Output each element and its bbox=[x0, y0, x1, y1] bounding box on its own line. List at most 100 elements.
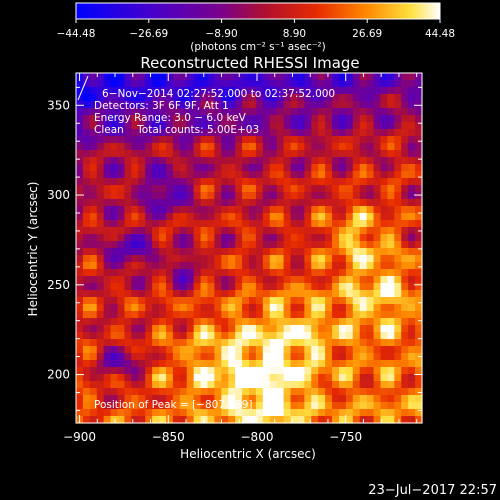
heatmap-cell bbox=[228, 297, 236, 305]
heatmap-cell bbox=[145, 262, 153, 270]
heatmap-cell bbox=[207, 164, 215, 172]
heatmap-cell bbox=[262, 311, 271, 319]
heatmap-cell bbox=[159, 234, 167, 242]
heatmap-cell bbox=[269, 283, 278, 291]
heatmap-cell bbox=[380, 290, 388, 298]
heatmap-cell bbox=[214, 192, 222, 200]
heatmap-cell bbox=[145, 353, 153, 361]
heatmap-cell bbox=[165, 409, 174, 417]
heatmap-cell bbox=[145, 297, 153, 305]
heatmap-cell bbox=[82, 171, 91, 179]
heatmap-cell bbox=[373, 206, 382, 214]
heatmap-cell bbox=[290, 227, 299, 235]
heatmap-cell bbox=[179, 73, 188, 81]
heatmap-cell bbox=[283, 311, 292, 319]
heatmap-cell bbox=[138, 115, 146, 123]
heatmap-cell bbox=[380, 269, 388, 277]
heatmap-cell bbox=[152, 255, 160, 263]
heatmap-cell bbox=[131, 150, 139, 158]
heatmap-cell bbox=[352, 150, 361, 158]
heatmap-cell bbox=[408, 248, 416, 256]
heatmap-cell bbox=[145, 220, 153, 228]
heatmap-cell bbox=[262, 227, 271, 235]
heatmap-cell bbox=[276, 136, 285, 144]
heatmap-cell bbox=[145, 367, 153, 375]
heatmap-cell bbox=[221, 94, 229, 102]
heatmap-cell bbox=[145, 339, 153, 347]
heatmap-cell bbox=[159, 402, 167, 410]
heatmap-cell bbox=[193, 262, 202, 270]
heatmap-cell bbox=[394, 304, 402, 312]
heatmap-cell bbox=[332, 122, 340, 130]
heatmap-cell bbox=[131, 101, 139, 109]
heatmap-cell bbox=[124, 178, 132, 186]
x-axis-ticks bbox=[79, 73, 418, 423]
heatmap-cell bbox=[207, 262, 215, 270]
heatmap-cell bbox=[262, 101, 271, 109]
heatmap-cell bbox=[338, 381, 347, 389]
heatmap-cell bbox=[193, 276, 202, 284]
heatmap-cell bbox=[366, 360, 375, 368]
heatmap-cell bbox=[387, 178, 395, 186]
heatmap-cell bbox=[117, 73, 126, 81]
heatmap-cell bbox=[373, 290, 382, 298]
heatmap-cell bbox=[318, 339, 326, 347]
heatmap-cell bbox=[332, 199, 340, 207]
heatmap-cell bbox=[366, 290, 375, 298]
heatmap-cell bbox=[297, 311, 305, 319]
heatmap-cell bbox=[325, 80, 333, 88]
heatmap-cell bbox=[262, 276, 271, 284]
heatmap-cell bbox=[76, 269, 84, 277]
heatmap-cell bbox=[138, 101, 146, 109]
heatmap-cell bbox=[387, 360, 395, 368]
heatmap-cell bbox=[145, 304, 153, 312]
heatmap-cell bbox=[345, 374, 354, 382]
heatmap-cell bbox=[401, 269, 409, 277]
y-tick-label: 300 bbox=[47, 188, 70, 202]
heatmap-cell bbox=[352, 276, 361, 284]
heatmap-cell bbox=[138, 227, 146, 235]
heatmap-cell bbox=[193, 409, 202, 417]
heatmap-cell bbox=[380, 108, 388, 116]
heatmap-cell bbox=[138, 304, 146, 312]
heatmap-cell bbox=[235, 318, 243, 326]
heatmap-cell bbox=[165, 269, 174, 277]
heatmap-cell bbox=[159, 325, 167, 333]
heatmap-cell bbox=[214, 129, 222, 137]
heatmap-cell bbox=[387, 416, 395, 424]
heatmap-cell bbox=[387, 248, 395, 256]
heatmap-cell bbox=[276, 171, 285, 179]
heatmap-cell bbox=[179, 143, 188, 151]
heatmap-cell bbox=[304, 367, 312, 375]
heatmap-cell bbox=[152, 360, 160, 368]
heatmap-cell bbox=[89, 87, 98, 95]
heatmap-cell bbox=[304, 143, 312, 151]
heatmap-cell bbox=[394, 136, 402, 144]
heatmap-cell bbox=[193, 297, 202, 305]
heatmap-cell bbox=[311, 325, 319, 333]
heatmap-cell bbox=[82, 115, 91, 123]
heatmap-cell bbox=[76, 115, 84, 123]
heatmap-cell bbox=[131, 157, 139, 165]
heatmap-cell bbox=[415, 220, 423, 228]
heatmap-cell bbox=[373, 381, 382, 389]
heatmap-cell bbox=[221, 241, 229, 249]
heatmap-cell bbox=[124, 199, 132, 207]
heatmap-cell bbox=[138, 339, 146, 347]
heatmap-cell bbox=[262, 122, 271, 130]
heatmap-cell bbox=[131, 339, 139, 347]
heatmap-cell bbox=[283, 255, 292, 263]
heatmap-cell bbox=[193, 360, 202, 368]
heatmap-cell bbox=[304, 304, 312, 312]
heatmap-cell bbox=[179, 136, 188, 144]
heatmap-cell bbox=[221, 234, 229, 242]
heatmap-cell bbox=[131, 255, 139, 263]
heatmap-cell bbox=[117, 164, 126, 172]
heatmap-cell bbox=[394, 150, 402, 158]
heatmap-cell bbox=[415, 101, 423, 109]
heatmap-cell bbox=[332, 157, 340, 165]
heatmap-cell bbox=[138, 297, 146, 305]
y-tick-label: 200 bbox=[47, 368, 70, 382]
heatmap-cell bbox=[207, 269, 215, 277]
heatmap-cell bbox=[200, 269, 209, 277]
